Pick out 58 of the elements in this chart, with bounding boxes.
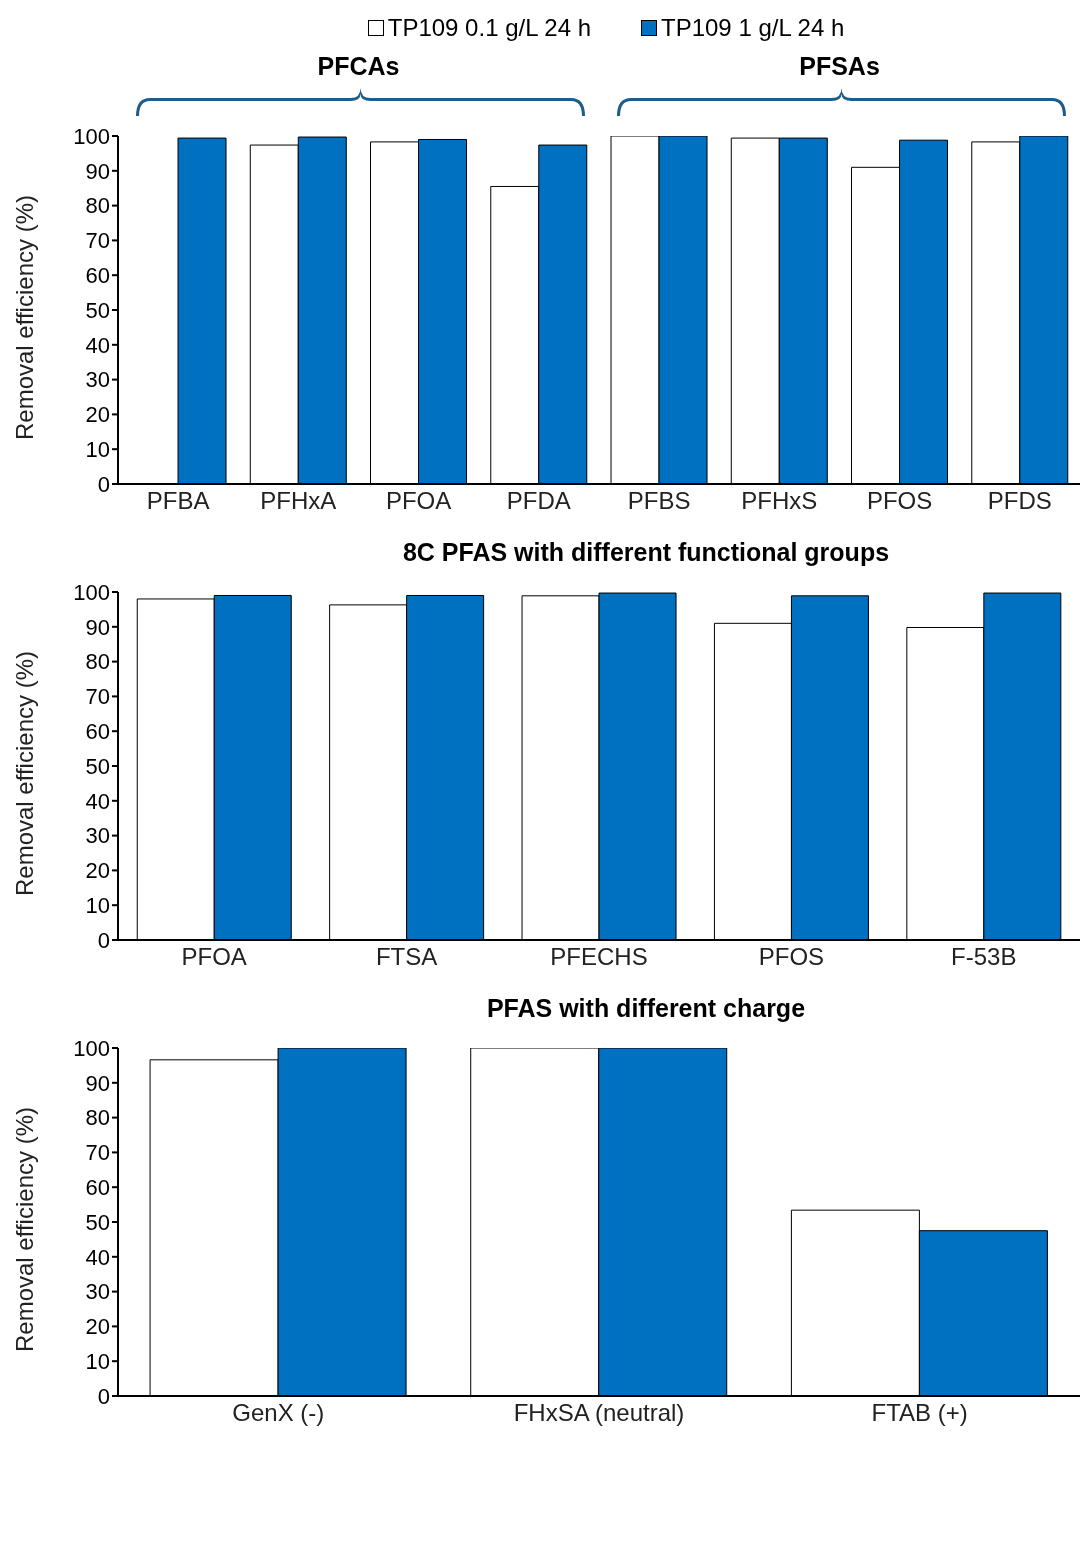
chart-title: 8C PFAS with different functional groups — [401, 538, 891, 568]
y-tick-label: 60 — [85, 719, 110, 745]
x-tick-label: PFBA — [146, 487, 210, 515]
y-axis-title: Removal efficiency (%) — [10, 195, 38, 440]
y-axis-title: Removal efficiency (%) — [10, 651, 38, 896]
x-tick-label: FTSA — [375, 943, 438, 971]
x-tick-label: FHxSA (neutral) — [513, 1399, 685, 1427]
y-tick-label: 0 — [97, 1383, 110, 1409]
y-tick-label: 70 — [85, 228, 110, 254]
y-tick-label: 50 — [85, 753, 110, 779]
x-tick-label: PFECHS — [550, 943, 648, 971]
x-tick-label: PFDA — [506, 487, 571, 515]
y-tick-label: 0 — [97, 927, 110, 953]
y-tick-label: 100 — [73, 1035, 110, 1061]
y-tick-label: 60 — [85, 263, 110, 289]
y-tick-label: 10 — [85, 1349, 110, 1375]
y-tick-label: 70 — [85, 1140, 110, 1166]
legend-label: TP109 0.1 g/L 24 h — [387, 14, 591, 42]
y-tick-label: 20 — [85, 402, 110, 428]
x-tick-label: PFOA — [385, 487, 452, 515]
y-tick-label: 30 — [85, 1279, 110, 1305]
legend-label: TP109 1 g/L 24 h — [661, 14, 845, 42]
x-tick-label: PFOS — [866, 487, 933, 515]
x-tick-label: F-53B — [951, 943, 1017, 971]
y-tick-label: 40 — [85, 332, 110, 358]
x-tick-label: PFBS — [627, 487, 691, 515]
y-tick-label: 30 — [85, 367, 110, 393]
text: PFSAs — [798, 52, 881, 81]
y-tick-label: 40 — [85, 1244, 110, 1270]
y-tick-label: 50 — [85, 1209, 110, 1235]
x-tick-label: PFDS — [987, 487, 1052, 515]
x-tick-label: FTAB (+) — [871, 1399, 968, 1427]
x-tick-label: PFOS — [758, 943, 825, 971]
x-tick-label: GenX (-) — [232, 1399, 325, 1427]
y-tick-label: 20 — [85, 1314, 110, 1340]
y-tick-label: 90 — [85, 1070, 110, 1096]
y-tick-label: 40 — [85, 788, 110, 814]
y-tick-label: 0 — [97, 471, 110, 497]
y-tick-label: 20 — [85, 858, 110, 884]
y-tick-label: 60 — [85, 1175, 110, 1201]
y-tick-label: 30 — [85, 823, 110, 849]
y-tick-label: 100 — [73, 579, 110, 605]
y-tick-label: 10 — [85, 893, 110, 919]
y-tick-label: 90 — [85, 158, 110, 184]
y-tick-label: 100 — [73, 123, 110, 149]
y-axis-title: Removal efficiency (%) — [10, 1107, 38, 1352]
y-tick-label: 70 — [85, 684, 110, 710]
text: PFCAs — [316, 52, 401, 81]
y-tick-label: 90 — [85, 614, 110, 640]
x-tick-label: PFHxA — [260, 487, 337, 515]
y-tick-label: 80 — [85, 649, 110, 675]
x-tick-label: PFOA — [181, 943, 247, 971]
y-tick-label: 80 — [85, 193, 110, 219]
x-tick-label: PFHxS — [741, 487, 818, 515]
chart-title: PFAS with different charge — [485, 994, 807, 1024]
y-tick-label: 50 — [85, 297, 110, 323]
y-tick-label: 80 — [85, 1105, 110, 1131]
y-tick-label: 10 — [85, 437, 110, 463]
